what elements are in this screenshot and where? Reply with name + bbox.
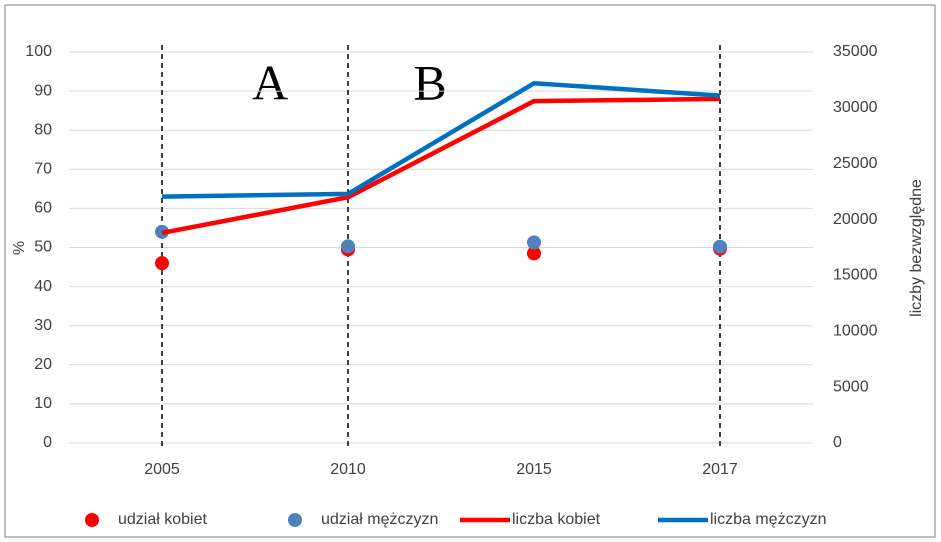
y-tick-label: 40 xyxy=(34,278,52,295)
y2-tick-label: 35000 xyxy=(833,43,878,60)
y2-tick-label: 5000 xyxy=(833,378,869,395)
y2-tick-label: 25000 xyxy=(833,155,878,172)
point xyxy=(341,239,355,254)
y-tick-label: 90 xyxy=(34,82,52,99)
point xyxy=(155,256,169,271)
y-tick-label: 50 xyxy=(34,239,52,256)
line xyxy=(161,96,721,236)
x-tick-label: 2010 xyxy=(330,461,366,478)
legend-marker xyxy=(85,513,99,527)
y2-tick-label: 20000 xyxy=(833,211,878,228)
legend-marker xyxy=(288,513,302,527)
x-tick-label: 2017 xyxy=(702,461,738,478)
point xyxy=(527,235,541,250)
y-tick-label: 30 xyxy=(34,317,52,334)
line xyxy=(161,80,721,199)
y-tick-label: 70 xyxy=(34,161,52,178)
y2-axis-label: liczby bezwzględne xyxy=(908,179,925,317)
y2-tick-label: 30000 xyxy=(833,99,878,116)
y-tick-label: 60 xyxy=(34,200,52,217)
legend-label: udział kobiet xyxy=(118,511,208,528)
annotation: A xyxy=(252,54,288,110)
x-tick-label: 2015 xyxy=(516,461,552,478)
y-tick-label: 100 xyxy=(25,43,52,60)
chart-frame xyxy=(4,4,936,538)
legend-label: liczba mężczyzn xyxy=(710,511,826,528)
point xyxy=(527,246,541,261)
legend-label: udział mężczyzn xyxy=(321,511,438,528)
y-axis-label: % xyxy=(11,241,28,255)
annotation: B xyxy=(413,54,446,110)
y-tick-label: 0 xyxy=(43,434,52,451)
y2-tick-label: 10000 xyxy=(833,323,878,340)
point xyxy=(713,239,727,254)
y2-tick-label: 0 xyxy=(833,434,842,451)
y-tick-label: 20 xyxy=(34,356,52,373)
x-tick-label: 2005 xyxy=(144,461,180,478)
y2-tick-label: 15000 xyxy=(833,267,878,284)
y-tick-label: 80 xyxy=(34,121,52,138)
y-tick-label: 10 xyxy=(34,395,52,412)
legend-label: liczba kobiet xyxy=(512,511,601,528)
